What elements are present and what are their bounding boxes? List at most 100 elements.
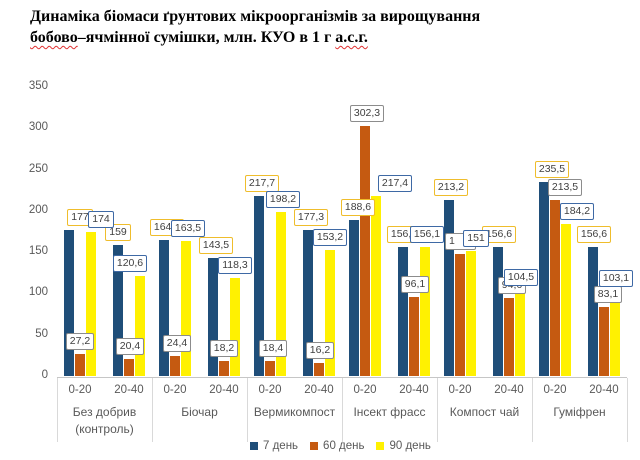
x-axis-depth-label: 0-20: [163, 384, 187, 396]
bar-60-день-0-20: [170, 355, 180, 376]
bar-value-label: 302,3: [349, 105, 385, 123]
bar-90-день-20-40: [515, 289, 525, 376]
x-axis-depth-label: 0-20: [543, 384, 567, 396]
x-axis-group-label: Гуміфрен: [532, 404, 627, 421]
x-axis-group-label: Без добрив (контроль): [57, 404, 152, 438]
title-word-misspelled-1: бобово: [30, 29, 78, 46]
x-axis-group-label: Інсект фрасс: [342, 404, 437, 421]
bar-value-label: 163,5: [170, 219, 206, 237]
bar-value-label: 96,1: [400, 275, 430, 293]
bar-value-label: 156,6: [481, 225, 517, 243]
legend-label: 60 день: [323, 440, 365, 452]
bar-value-label: 18,4: [258, 339, 288, 357]
x-axis-depth-label: 0-20: [258, 384, 282, 396]
x-axis-depth-label: 20-40: [494, 384, 524, 396]
bar-value-label: 177: [67, 208, 93, 226]
x-axis-group-label: Біочар: [152, 404, 247, 421]
y-axis-tick-label: 150: [28, 245, 48, 258]
legend-item: 90 день: [376, 440, 431, 452]
bar-7-день-20-40: [208, 257, 218, 376]
legend-swatch-icon: [250, 442, 258, 450]
bar-7-день-0-20: [539, 181, 549, 376]
bar-value-label: 213,2: [433, 178, 469, 196]
y-axis-tick-label: 50: [35, 327, 48, 340]
group-label-line: (контроль): [75, 422, 134, 436]
bar-60-день-0-20: [360, 126, 370, 376]
bar-90-день-20-40: [420, 247, 430, 376]
x-axis-group-separator: [57, 378, 58, 442]
bar-value-label: 174: [88, 211, 114, 229]
grouped-bar-chart: 0 50 100 150 200 250 300 350 177 27,2 174 0-20 159 20…: [0, 52, 640, 460]
bar-value-label: 217,7: [244, 175, 280, 193]
x-axis-depth-label: 20-40: [399, 384, 429, 396]
y-axis-tick-label: 300: [28, 121, 48, 134]
bar-value-label: 143,5: [198, 236, 234, 254]
chart-legend: 7 день 60 день 90 день: [250, 440, 431, 452]
bar-60-день-20-40: [409, 296, 419, 376]
bar-value-label: 177,3: [293, 208, 329, 226]
title-line-1: Динаміка біомаси ґрунтових мікроорганізм…: [30, 8, 481, 25]
bar-60-день-20-40: [504, 297, 514, 376]
bar-value-label: 184,2: [559, 202, 595, 220]
bar-7-день-0-20: [444, 199, 454, 376]
legend-swatch-icon: [310, 442, 319, 450]
bar-90-день-0-20: [181, 240, 191, 376]
bar-value-label: 16,2: [305, 341, 335, 359]
bar-7-день-20-40: [588, 246, 598, 376]
title-line-2: бобово–ячмінної сумішки, млн. КУО в 1 г …: [30, 27, 605, 48]
bar-7-день-20-40: [113, 244, 123, 376]
x-axis-depth-label: 0-20: [68, 384, 92, 396]
bar-60-день-0-20: [75, 353, 85, 376]
bar-value-label: 198,2: [265, 191, 301, 209]
bar-7-день-20-40: [303, 229, 313, 376]
bar-90-день-0-20: [276, 212, 286, 376]
bar-90-день-0-20: [561, 223, 571, 376]
x-axis-line: [57, 377, 627, 378]
bar-90-день-0-20: [86, 232, 96, 376]
title-word-misspelled-2: а.с.г.: [335, 29, 368, 46]
x-axis-group-separator: [627, 378, 628, 442]
group-label-line: Інсект фрасс: [353, 405, 426, 419]
legend-item: 7 день: [250, 440, 298, 452]
bar-value-label: 153,2: [312, 228, 348, 246]
x-axis-group-separator: [342, 378, 343, 442]
bar-60-день-20-40: [219, 360, 229, 376]
group-label-line: Без добрив: [72, 405, 137, 419]
x-axis-depth-label: 20-40: [304, 384, 334, 396]
bar-value-label: 83,1: [593, 286, 623, 304]
bar-value-label: 156,1: [409, 226, 445, 244]
y-axis-tick-label: 0: [41, 369, 48, 381]
bar-60-день-0-20: [265, 360, 275, 376]
x-axis-group-label: Вермикомпост: [247, 404, 342, 421]
bar-90-день-20-40: [230, 278, 240, 376]
x-axis-depth-label: 0-20: [353, 384, 377, 396]
bar-60-день-0-20: [455, 253, 465, 376]
bar-value-label: 24,4: [162, 334, 192, 352]
x-axis-group-label: Компост чай: [437, 404, 532, 421]
x-axis-group-separator: [152, 378, 153, 442]
y-axis-tick-label: 250: [28, 162, 48, 175]
bar-value-label: 188,6: [340, 199, 376, 217]
bar-90-день-20-40: [135, 276, 145, 376]
x-axis-group-separator: [247, 378, 248, 442]
bar-value-label: 27,2: [65, 332, 95, 350]
group-label-line: Вермикомпост: [253, 405, 336, 419]
bar-value-label: 18,2: [209, 339, 239, 357]
group-label-line: Компост чай: [449, 405, 520, 419]
bar-90-день-20-40: [325, 249, 335, 376]
group-label-line: Біочар: [181, 405, 218, 419]
x-axis-depth-label: 0-20: [448, 384, 472, 396]
bar-value-label: 235,5: [534, 160, 570, 178]
bar-value-label: 151: [463, 230, 489, 248]
bar-7-день-0-20: [64, 229, 74, 376]
chart-title: Динаміка біомаси ґрунтових мікроорганізм…: [30, 6, 605, 48]
y-axis-tick-label: 350: [28, 80, 48, 92]
bar-7-день-20-40: [493, 246, 503, 376]
bar-60-день-0-20: [550, 199, 560, 376]
bar-value-label: 20,4: [115, 338, 145, 356]
legend-item: 60 день: [310, 440, 364, 452]
bar-value-label: 104,5: [503, 268, 539, 286]
bar-7-день-20-40: [398, 246, 408, 376]
bar-7-день-0-20: [159, 240, 169, 376]
